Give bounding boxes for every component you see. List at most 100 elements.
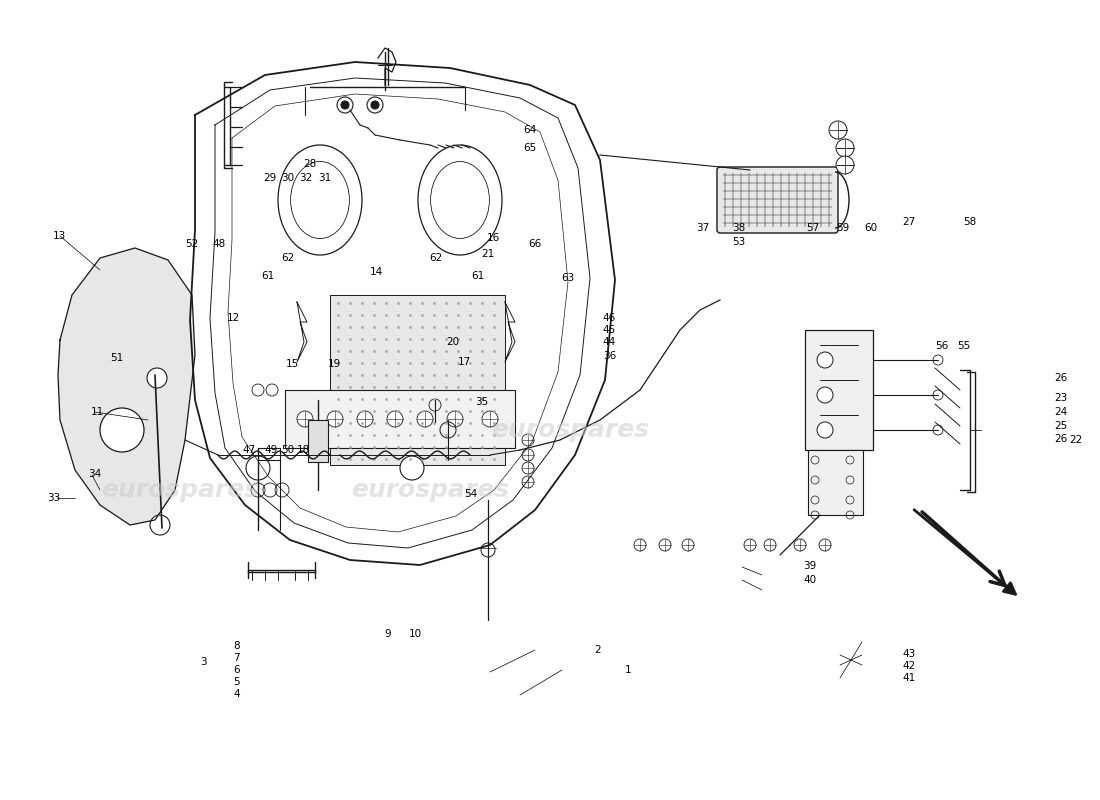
Text: 66: 66 bbox=[528, 239, 541, 249]
Bar bbox=[308, 420, 328, 462]
Text: 39: 39 bbox=[803, 562, 816, 571]
Text: 53: 53 bbox=[733, 237, 746, 246]
Text: 48: 48 bbox=[212, 239, 226, 249]
Text: eurospares: eurospares bbox=[351, 478, 509, 502]
Bar bbox=[330, 295, 505, 465]
Circle shape bbox=[150, 515, 170, 535]
Text: 22: 22 bbox=[1069, 435, 1082, 445]
Text: 64: 64 bbox=[524, 125, 537, 134]
Text: 25: 25 bbox=[1054, 421, 1067, 430]
Text: 57: 57 bbox=[806, 223, 820, 233]
Text: 60: 60 bbox=[865, 223, 878, 233]
Text: eurospares: eurospares bbox=[101, 478, 260, 502]
Text: 43: 43 bbox=[902, 650, 915, 659]
Text: 28: 28 bbox=[304, 159, 317, 169]
Text: 1: 1 bbox=[625, 666, 631, 675]
Circle shape bbox=[836, 156, 854, 174]
Text: 38: 38 bbox=[733, 223, 746, 233]
Circle shape bbox=[481, 543, 495, 557]
Text: 23: 23 bbox=[1054, 394, 1067, 403]
Circle shape bbox=[246, 456, 270, 480]
Text: eurospares: eurospares bbox=[491, 418, 649, 442]
Text: 5: 5 bbox=[233, 678, 240, 687]
Text: 19: 19 bbox=[328, 359, 341, 369]
Circle shape bbox=[358, 411, 373, 427]
Text: 54: 54 bbox=[464, 490, 477, 499]
Text: 18: 18 bbox=[297, 445, 310, 454]
Text: 21: 21 bbox=[482, 250, 495, 259]
Polygon shape bbox=[58, 248, 195, 525]
Text: 4: 4 bbox=[233, 690, 240, 699]
Text: 20: 20 bbox=[447, 338, 460, 347]
FancyBboxPatch shape bbox=[717, 167, 838, 233]
Text: 50: 50 bbox=[282, 445, 295, 454]
Text: 49: 49 bbox=[264, 445, 277, 454]
Text: 65: 65 bbox=[524, 143, 537, 153]
Text: 45: 45 bbox=[603, 325, 616, 334]
Text: 12: 12 bbox=[227, 314, 240, 323]
Text: 13: 13 bbox=[53, 231, 66, 241]
Text: 46: 46 bbox=[603, 314, 616, 323]
Circle shape bbox=[817, 387, 833, 403]
Text: 3: 3 bbox=[200, 658, 207, 667]
Circle shape bbox=[817, 352, 833, 368]
Text: 58: 58 bbox=[964, 218, 977, 227]
Text: 29: 29 bbox=[263, 173, 276, 182]
Circle shape bbox=[817, 422, 833, 438]
Text: 31: 31 bbox=[318, 173, 331, 182]
Text: 56: 56 bbox=[935, 341, 948, 350]
Text: 37: 37 bbox=[696, 223, 710, 233]
Text: 44: 44 bbox=[603, 338, 616, 347]
Text: 7: 7 bbox=[233, 654, 240, 663]
Text: 52: 52 bbox=[185, 239, 198, 249]
Text: 15: 15 bbox=[286, 359, 299, 369]
Text: 27: 27 bbox=[902, 218, 915, 227]
Text: 17: 17 bbox=[458, 357, 471, 366]
Text: 6: 6 bbox=[233, 666, 240, 675]
Circle shape bbox=[829, 121, 847, 139]
Text: 8: 8 bbox=[233, 642, 240, 651]
Text: 51: 51 bbox=[110, 354, 123, 363]
Text: 11: 11 bbox=[91, 407, 104, 417]
Circle shape bbox=[400, 456, 424, 480]
Circle shape bbox=[482, 411, 498, 427]
Text: 2: 2 bbox=[594, 645, 601, 654]
Text: 26: 26 bbox=[1054, 434, 1067, 444]
Text: 16: 16 bbox=[487, 234, 500, 243]
Text: 9: 9 bbox=[384, 629, 390, 638]
Circle shape bbox=[371, 101, 380, 109]
Bar bbox=[808, 450, 864, 515]
Text: 62: 62 bbox=[282, 253, 295, 262]
Text: 30: 30 bbox=[282, 173, 295, 182]
Circle shape bbox=[387, 411, 403, 427]
Text: 42: 42 bbox=[902, 661, 915, 670]
Circle shape bbox=[447, 411, 463, 427]
Circle shape bbox=[836, 139, 854, 157]
Text: 36: 36 bbox=[603, 351, 616, 361]
Text: 61: 61 bbox=[262, 271, 275, 281]
Text: 34: 34 bbox=[88, 469, 101, 478]
Text: 40: 40 bbox=[803, 575, 816, 585]
Circle shape bbox=[100, 408, 144, 452]
Text: 10: 10 bbox=[409, 629, 422, 638]
Text: 61: 61 bbox=[471, 271, 484, 281]
Text: 14: 14 bbox=[370, 267, 383, 277]
Bar bbox=[285, 390, 515, 448]
Text: 32: 32 bbox=[299, 173, 312, 182]
Text: 33: 33 bbox=[47, 493, 60, 502]
Text: 24: 24 bbox=[1054, 407, 1067, 417]
Circle shape bbox=[297, 411, 313, 427]
Text: 47: 47 bbox=[242, 445, 255, 454]
Text: 62: 62 bbox=[429, 253, 442, 262]
Text: 63: 63 bbox=[561, 274, 574, 283]
Text: 55: 55 bbox=[957, 341, 970, 350]
Circle shape bbox=[341, 101, 349, 109]
Circle shape bbox=[327, 411, 343, 427]
Text: 59: 59 bbox=[836, 223, 849, 233]
Text: 35: 35 bbox=[475, 397, 488, 406]
Text: 41: 41 bbox=[902, 674, 915, 683]
Text: 26: 26 bbox=[1054, 373, 1067, 382]
Circle shape bbox=[147, 368, 167, 388]
Circle shape bbox=[417, 411, 433, 427]
Bar bbox=[805, 330, 873, 450]
